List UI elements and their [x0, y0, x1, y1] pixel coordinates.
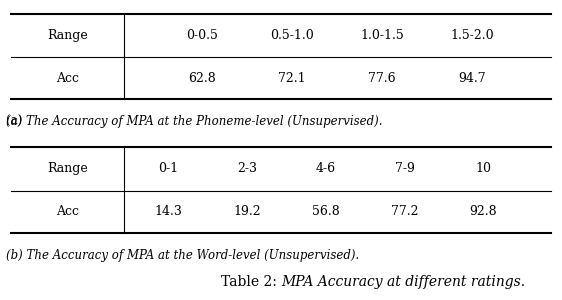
Text: Table 2:: Table 2:: [221, 275, 281, 289]
Text: 0-1: 0-1: [158, 162, 179, 175]
Text: (a): (a): [6, 115, 26, 128]
Text: 14.3: 14.3: [155, 205, 183, 218]
Text: 1.0-1.5: 1.0-1.5: [360, 29, 404, 42]
Text: 1.5-2.0: 1.5-2.0: [450, 29, 494, 42]
Text: MPA Accuracy at different ratings.: MPA Accuracy at different ratings.: [281, 275, 525, 289]
Text: 62.8: 62.8: [188, 71, 216, 85]
Text: 77.2: 77.2: [391, 205, 418, 218]
Text: 94.7: 94.7: [458, 71, 486, 85]
Text: 0.5-1.0: 0.5-1.0: [270, 29, 314, 42]
Text: 2-3: 2-3: [237, 162, 257, 175]
Text: Range: Range: [47, 29, 88, 42]
Text: 72.1: 72.1: [278, 71, 306, 85]
Text: 4-6: 4-6: [316, 162, 336, 175]
Text: Acc: Acc: [56, 205, 79, 218]
Text: (a) The Accuracy of MPA at the Phoneme-level (Unsupervised).: (a) The Accuracy of MPA at the Phoneme-l…: [6, 115, 382, 128]
Text: 77.6: 77.6: [368, 71, 396, 85]
Text: 7-9: 7-9: [395, 162, 415, 175]
Text: 19.2: 19.2: [233, 205, 261, 218]
Text: (a) The Accuracy of MPA at the Phoneme-level (Unsupervised).: (a) The Accuracy of MPA at the Phoneme-l…: [6, 115, 382, 128]
Text: Acc: Acc: [56, 71, 79, 85]
Text: 92.8: 92.8: [469, 205, 497, 218]
Text: Range: Range: [47, 162, 88, 175]
Text: (b) The Accuracy of MPA at the Word-level (Unsupervised).: (b) The Accuracy of MPA at the Word-leve…: [6, 248, 359, 262]
Text: 0-0.5: 0-0.5: [187, 29, 218, 42]
Text: 56.8: 56.8: [312, 205, 340, 218]
Text: 10: 10: [475, 162, 491, 175]
